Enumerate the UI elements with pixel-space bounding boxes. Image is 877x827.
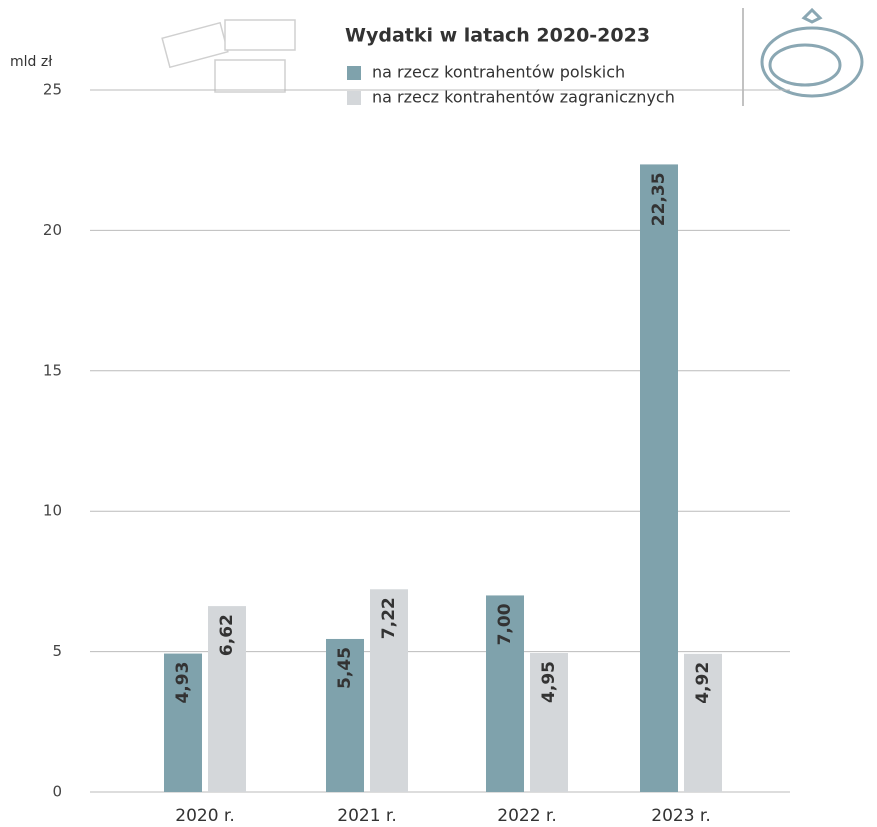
bar [370,589,408,792]
legend-label: na rzecz kontrahentów polskich [372,63,625,82]
y-tick-label: 20 [43,221,62,239]
bar [530,653,568,792]
logo [760,7,864,98]
y-unit: mld zł [10,54,52,70]
value-label: 4,92 [693,662,713,704]
bar [684,653,722,792]
value-label: 4,95 [539,661,559,703]
x-tick-label: 2023 r. [651,806,711,826]
value-label: 4,93 [173,662,193,704]
legend-swatch [347,66,361,80]
value-label: 7,22 [379,597,399,639]
bar [326,638,364,792]
x-tick-label: 2022 r. [497,806,557,826]
chart-title: Wydatki w latach 2020-2023 [345,25,650,47]
value-label: 22,35 [649,172,669,226]
bar [486,595,524,792]
bar [164,653,202,792]
legend-label: na rzecz kontrahentów zagranicznych [372,88,675,107]
value-label: 6,62 [217,614,237,656]
y-tick-label: 10 [43,502,62,520]
value-label: 5,45 [335,647,355,689]
value-label: 7,00 [495,603,515,645]
y-tick-label: 0 [52,783,62,801]
y-tick-label: 5 [52,642,62,660]
x-tick-label: 2020 r. [175,806,235,826]
bar [640,164,678,793]
bar [208,606,246,792]
y-tick-label: 15 [43,361,62,379]
y-tick-label: 25 [43,81,62,99]
legend-swatch [347,91,361,105]
money-icon [161,19,296,93]
x-tick-label: 2021 r. [337,806,397,826]
